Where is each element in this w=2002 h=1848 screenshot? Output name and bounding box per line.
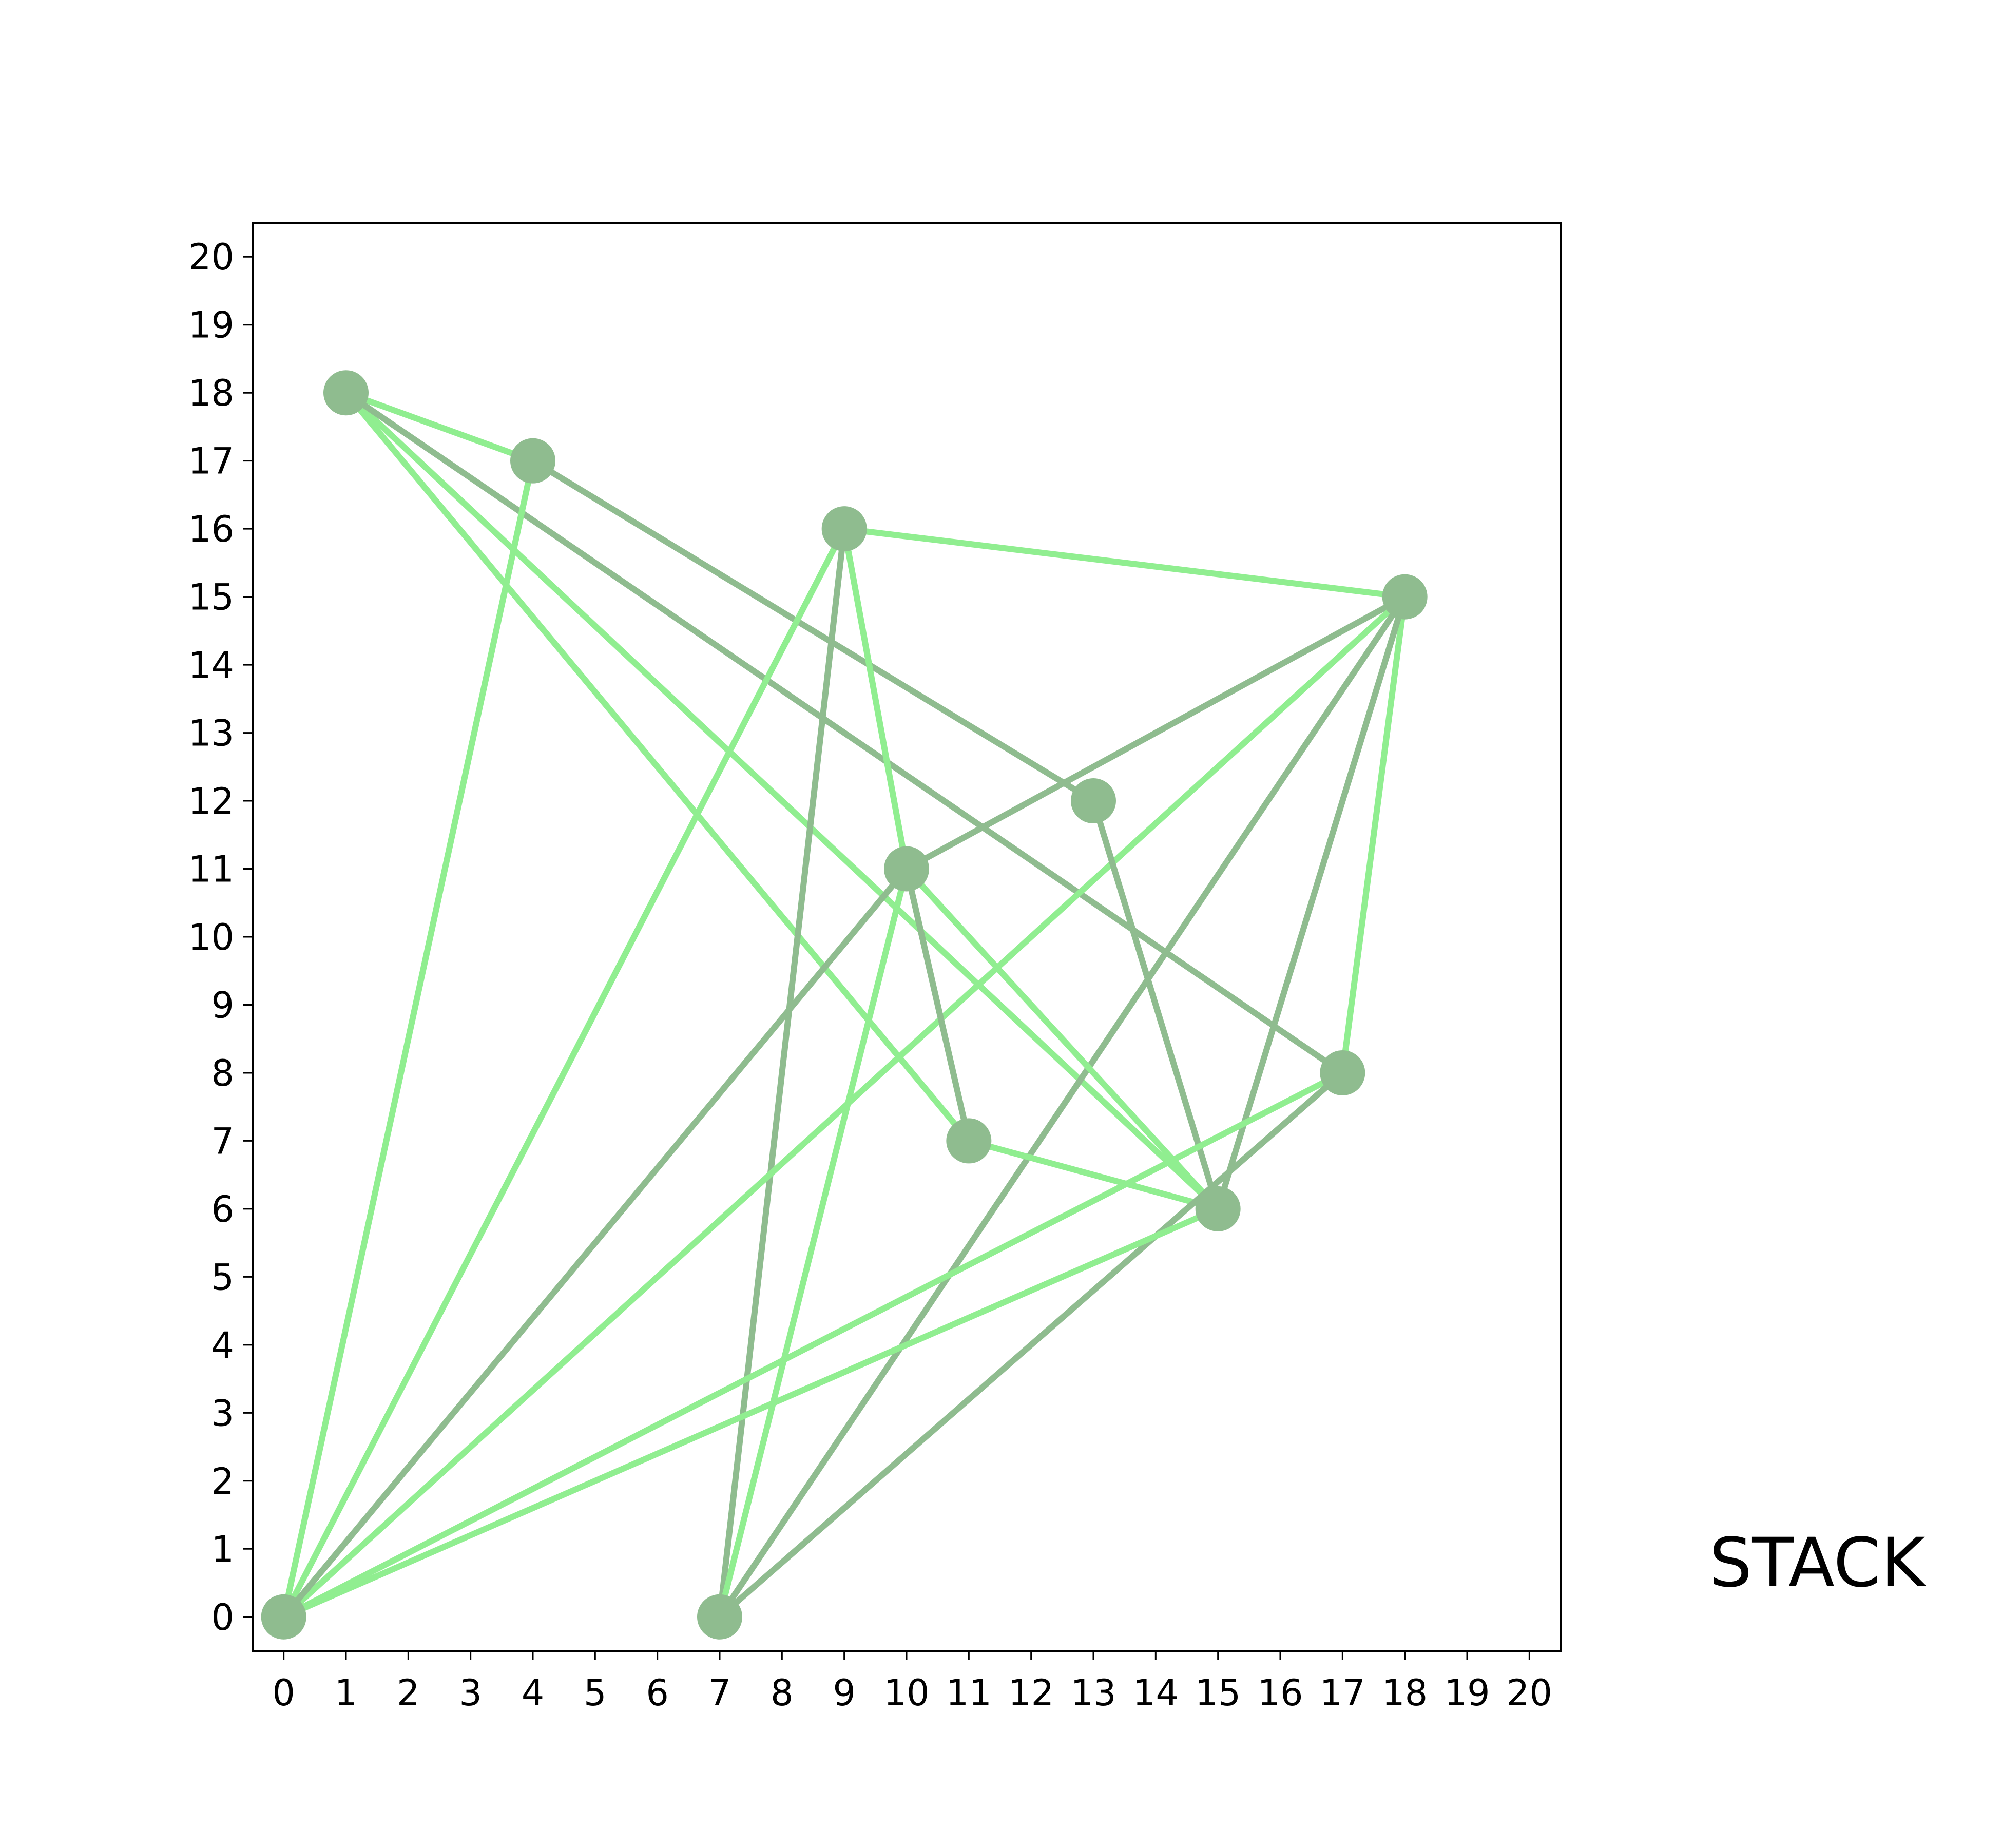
y-tick-label: 12 — [188, 780, 234, 822]
edge-19 — [903, 865, 1221, 1212]
y-tick-label: 4 — [211, 1324, 234, 1366]
x-tick-label: 0 — [272, 1672, 295, 1714]
y-tick-label: 17 — [188, 440, 234, 483]
x-tick-label: 7 — [708, 1672, 732, 1714]
x-tick-label: 19 — [1444, 1672, 1490, 1714]
nodes-layer — [261, 370, 1428, 1640]
x-tick-label: 18 — [1382, 1672, 1428, 1714]
node-13-12 — [1071, 778, 1116, 824]
edge-21 — [280, 1069, 1346, 1620]
y-tick-label: 0 — [211, 1596, 234, 1639]
edge-16 — [280, 865, 910, 1620]
x-axis: 0 1 2 3 4 5 6 7 8 9 10 11 12 13 14 15 16 17 18 19 20 — [272, 1651, 1552, 1714]
node-17-8 — [1320, 1050, 1365, 1095]
edge-15 — [1090, 798, 1221, 1212]
x-tick-label: 1 — [335, 1672, 358, 1714]
x-tick-label: 16 — [1257, 1672, 1303, 1714]
plot-frame — [252, 222, 1562, 1652]
edge-3 — [343, 390, 1346, 1076]
y-tick-label: 20 — [188, 236, 234, 278]
edge-20 — [966, 1138, 1221, 1212]
edge-10 — [903, 593, 1408, 872]
edge-22 — [717, 1069, 1346, 1620]
edge-7 — [280, 526, 848, 1620]
y-tick-label: 2 — [211, 1460, 234, 1503]
y-tick-label: 9 — [211, 984, 234, 1026]
edge-18 — [903, 865, 972, 1144]
x-tick-label: 11 — [946, 1672, 992, 1714]
y-tick-label: 18 — [188, 372, 234, 414]
x-tick-label: 17 — [1320, 1672, 1365, 1714]
x-tick-label: 2 — [397, 1672, 420, 1714]
x-tick-label: 12 — [1008, 1672, 1054, 1714]
edge-2 — [343, 390, 1221, 1212]
x-tick-label: 14 — [1133, 1672, 1179, 1714]
y-tick-label: 8 — [211, 1052, 234, 1094]
edge-1 — [343, 390, 972, 1144]
edge-12 — [717, 593, 1408, 1620]
node-18-15 — [1382, 574, 1428, 620]
node-15-6 — [1195, 1186, 1241, 1231]
x-tick-label: 13 — [1070, 1672, 1116, 1714]
node-9-16 — [821, 506, 867, 552]
y-tick-label: 1 — [211, 1528, 234, 1570]
y-tick-label: 6 — [211, 1188, 234, 1230]
y-tick-label: 19 — [188, 304, 234, 346]
edges-layer — [280, 390, 1408, 1620]
edge-4 — [280, 457, 536, 1620]
edge-8 — [841, 526, 910, 872]
y-tick-label: 5 — [211, 1256, 234, 1298]
x-tick-label: 10 — [883, 1672, 929, 1714]
node-10-11 — [884, 846, 929, 892]
y-tick-label: 11 — [188, 849, 234, 891]
y-tick-label: 13 — [188, 713, 234, 755]
x-tick-label: 3 — [459, 1672, 482, 1714]
y-tick-label: 14 — [188, 644, 234, 686]
y-tick-label: 3 — [211, 1392, 234, 1434]
x-tick-label: 20 — [1507, 1672, 1552, 1714]
edge-14 — [1215, 593, 1408, 1212]
y-tick-label: 7 — [211, 1120, 234, 1162]
stack-label: STACK — [1709, 1524, 1927, 1603]
x-tick-label: 9 — [833, 1672, 856, 1714]
node-7-0 — [697, 1594, 742, 1640]
x-tick-label: 6 — [646, 1672, 669, 1714]
node-1-18 — [323, 370, 369, 416]
edge-23 — [280, 1205, 1221, 1620]
x-tick-label: 15 — [1195, 1672, 1241, 1714]
y-tick-label: 10 — [188, 916, 234, 958]
y-tick-label: 16 — [188, 508, 234, 550]
node-4-17 — [510, 438, 555, 484]
node-11-7 — [946, 1118, 992, 1164]
edge-0 — [343, 390, 536, 464]
x-tick-label: 4 — [522, 1672, 545, 1714]
edge-9 — [717, 526, 848, 1620]
x-tick-label: 5 — [584, 1672, 607, 1714]
node-0-0 — [261, 1594, 306, 1640]
x-tick-label: 8 — [771, 1672, 794, 1714]
edge-6 — [841, 526, 1408, 600]
edge-17 — [717, 865, 910, 1620]
edge-5 — [530, 457, 1096, 804]
edge-13 — [1339, 593, 1408, 1076]
y-tick-label: 15 — [188, 576, 234, 619]
